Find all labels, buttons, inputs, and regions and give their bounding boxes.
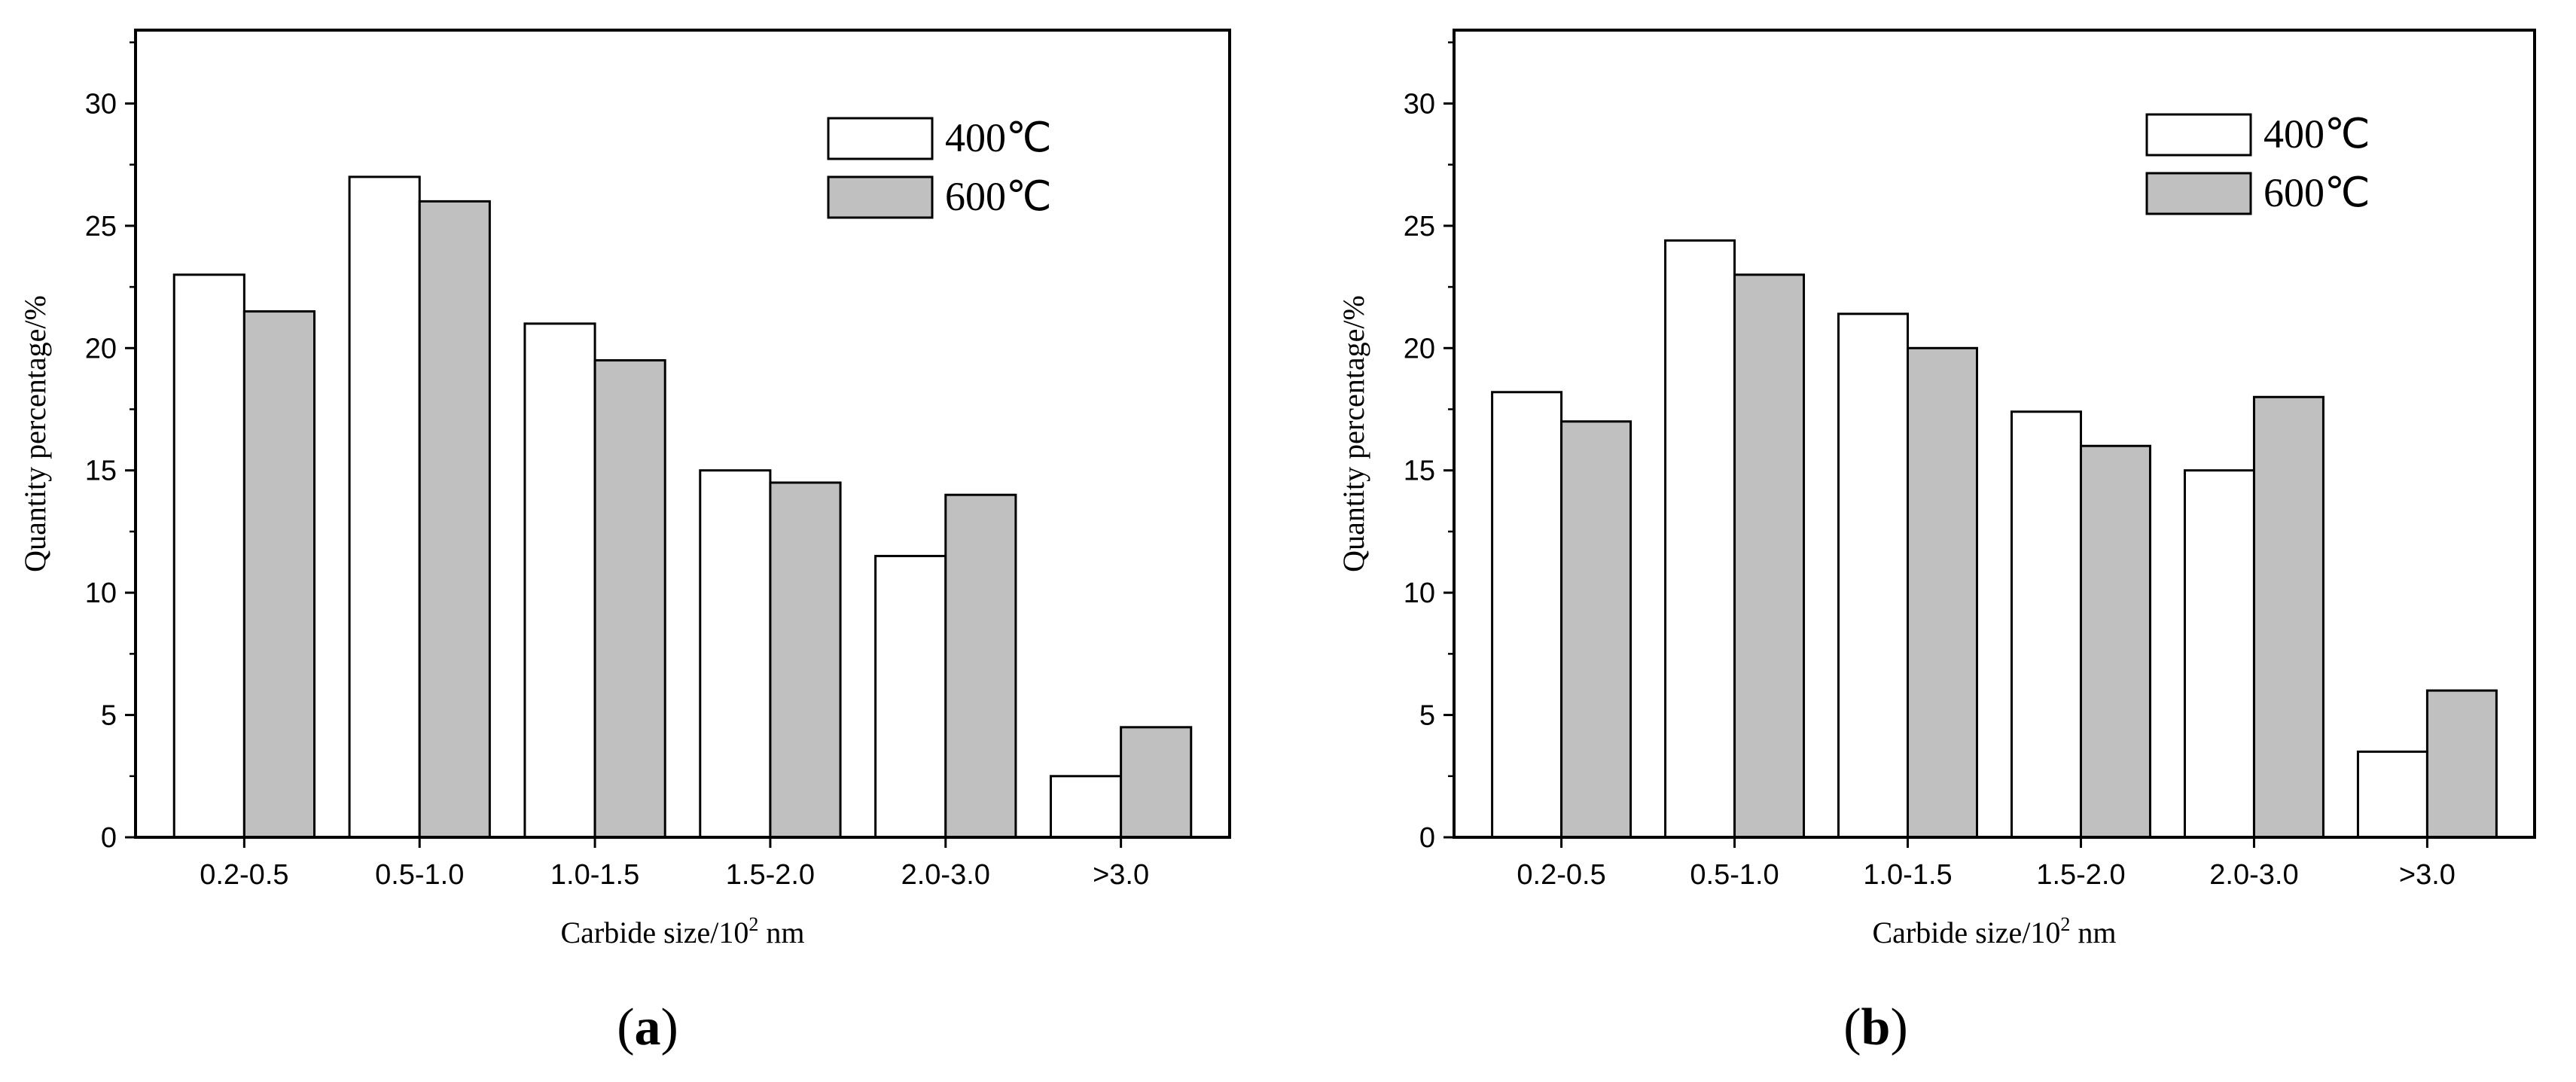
x-tick-label: >3.0 (1093, 859, 1149, 891)
x-axis-label: Carbide size/102 nm (560, 913, 804, 949)
y-tick-label: 15 (85, 456, 117, 487)
bar-s1-0 (1560, 420, 1632, 839)
y-tick-label: 0 (1419, 822, 1435, 854)
bar-s0-4 (2183, 469, 2255, 839)
chart-panel-a: 0.2-0.5 0.5-1.0 1.0-1.5 1.5-2.0 2.0-3.0 >3.0 0… (18, 29, 1231, 1056)
x-tick-label: 1.5-2.0 (2036, 859, 2125, 891)
bar-s0-0 (172, 273, 245, 839)
y-tick-label: 0 (101, 822, 117, 854)
legend-label-1: 600℃ (945, 174, 1052, 219)
x-axis-label: Carbide size/102 nm (1872, 913, 2116, 949)
legend-swatch-1 (2145, 172, 2252, 215)
bar-s1-1 (418, 200, 491, 839)
bar-s1-3 (769, 481, 842, 839)
x-tick-label: 1.5-2.0 (726, 859, 815, 891)
legend-label-0: 400℃ (945, 115, 1052, 160)
y-tick-label: 20 (85, 333, 117, 364)
legend-swatch-0 (2145, 113, 2252, 157)
bar-s0-1 (1664, 239, 1736, 839)
plot-frame (1453, 29, 2536, 839)
bar-s1-0 (242, 310, 316, 839)
bar-s1-2 (593, 359, 666, 839)
y-tick-label: 5 (1419, 700, 1435, 732)
bar-s0-3 (2010, 410, 2082, 839)
bar-s1-5 (2425, 689, 2498, 839)
bar-s0-3 (699, 469, 772, 839)
bar-s0-5 (2356, 750, 2428, 839)
chart-panel-b: 0.2-0.5 0.5-1.0 1.0-1.5 1.5-2.0 2.0-3.0 >3.0 0… (1288, 0, 2576, 1082)
x-tick-label: 1.0-1.5 (1863, 859, 1952, 891)
bar-s1-2 (1907, 346, 1979, 839)
panel-caption-a: (a) (617, 998, 678, 1056)
y-axis-label: Quantity percentage/% (18, 295, 52, 572)
plot-frame (134, 29, 1231, 839)
panel-caption-b: (b) (1843, 998, 1908, 1056)
x-tick-label: 0.2-0.5 (1517, 859, 1605, 891)
x-tick-label: 0.5-1.0 (1690, 859, 1779, 891)
y-tick-label: 5 (101, 700, 117, 732)
x-tick-label: 0.5-1.0 (375, 859, 464, 891)
bar-chart-b: 0.2-0.5 0.5-1.0 1.0-1.5 1.5-2.0 2.0-3.0 >3.0 0… (1337, 29, 2536, 949)
bar-s1-5 (1120, 726, 1193, 839)
legend-label-1: 600℃ (2264, 170, 2370, 215)
bar-s0-5 (1049, 775, 1123, 839)
y-tick-label: 25 (1404, 211, 1435, 242)
bar-s1-4 (944, 493, 1017, 839)
y-tick-label: 30 (85, 88, 117, 120)
y-tick-label: 10 (1404, 578, 1435, 609)
x-tick-label: >3.0 (2399, 859, 2456, 891)
bar-s0-0 (1491, 391, 1563, 839)
bar-s0-2 (523, 322, 596, 839)
y-tick-label: 25 (85, 211, 117, 242)
x-tick-label: 0.2-0.5 (200, 859, 288, 891)
x-tick-label: 2.0-3.0 (901, 859, 990, 891)
bar-s0-1 (348, 175, 421, 839)
bar-chart-a: 0.2-0.5 0.5-1.0 1.0-1.5 1.5-2.0 2.0-3.0 >3.0 0… (18, 29, 1231, 949)
bar-s0-2 (1837, 312, 1910, 839)
y-tick-label: 20 (1404, 333, 1435, 364)
y-tick-label: 15 (1404, 456, 1435, 487)
bar-s1-1 (1733, 273, 1806, 839)
y-tick-label: 30 (1404, 88, 1435, 120)
legend-label-0: 400℃ (2264, 111, 2370, 157)
legend-swatch-1 (827, 175, 934, 219)
bar-s0-4 (874, 554, 947, 839)
bar-s1-4 (2252, 395, 2324, 839)
bar-s1-3 (2079, 444, 2151, 839)
x-tick-label: 2.0-3.0 (2209, 859, 2298, 891)
x-tick-label: 1.0-1.5 (550, 859, 639, 891)
y-tick-label: 10 (85, 578, 117, 609)
y-axis-label: Quantity percentage/% (1337, 295, 1370, 572)
legend-swatch-0 (827, 117, 934, 160)
